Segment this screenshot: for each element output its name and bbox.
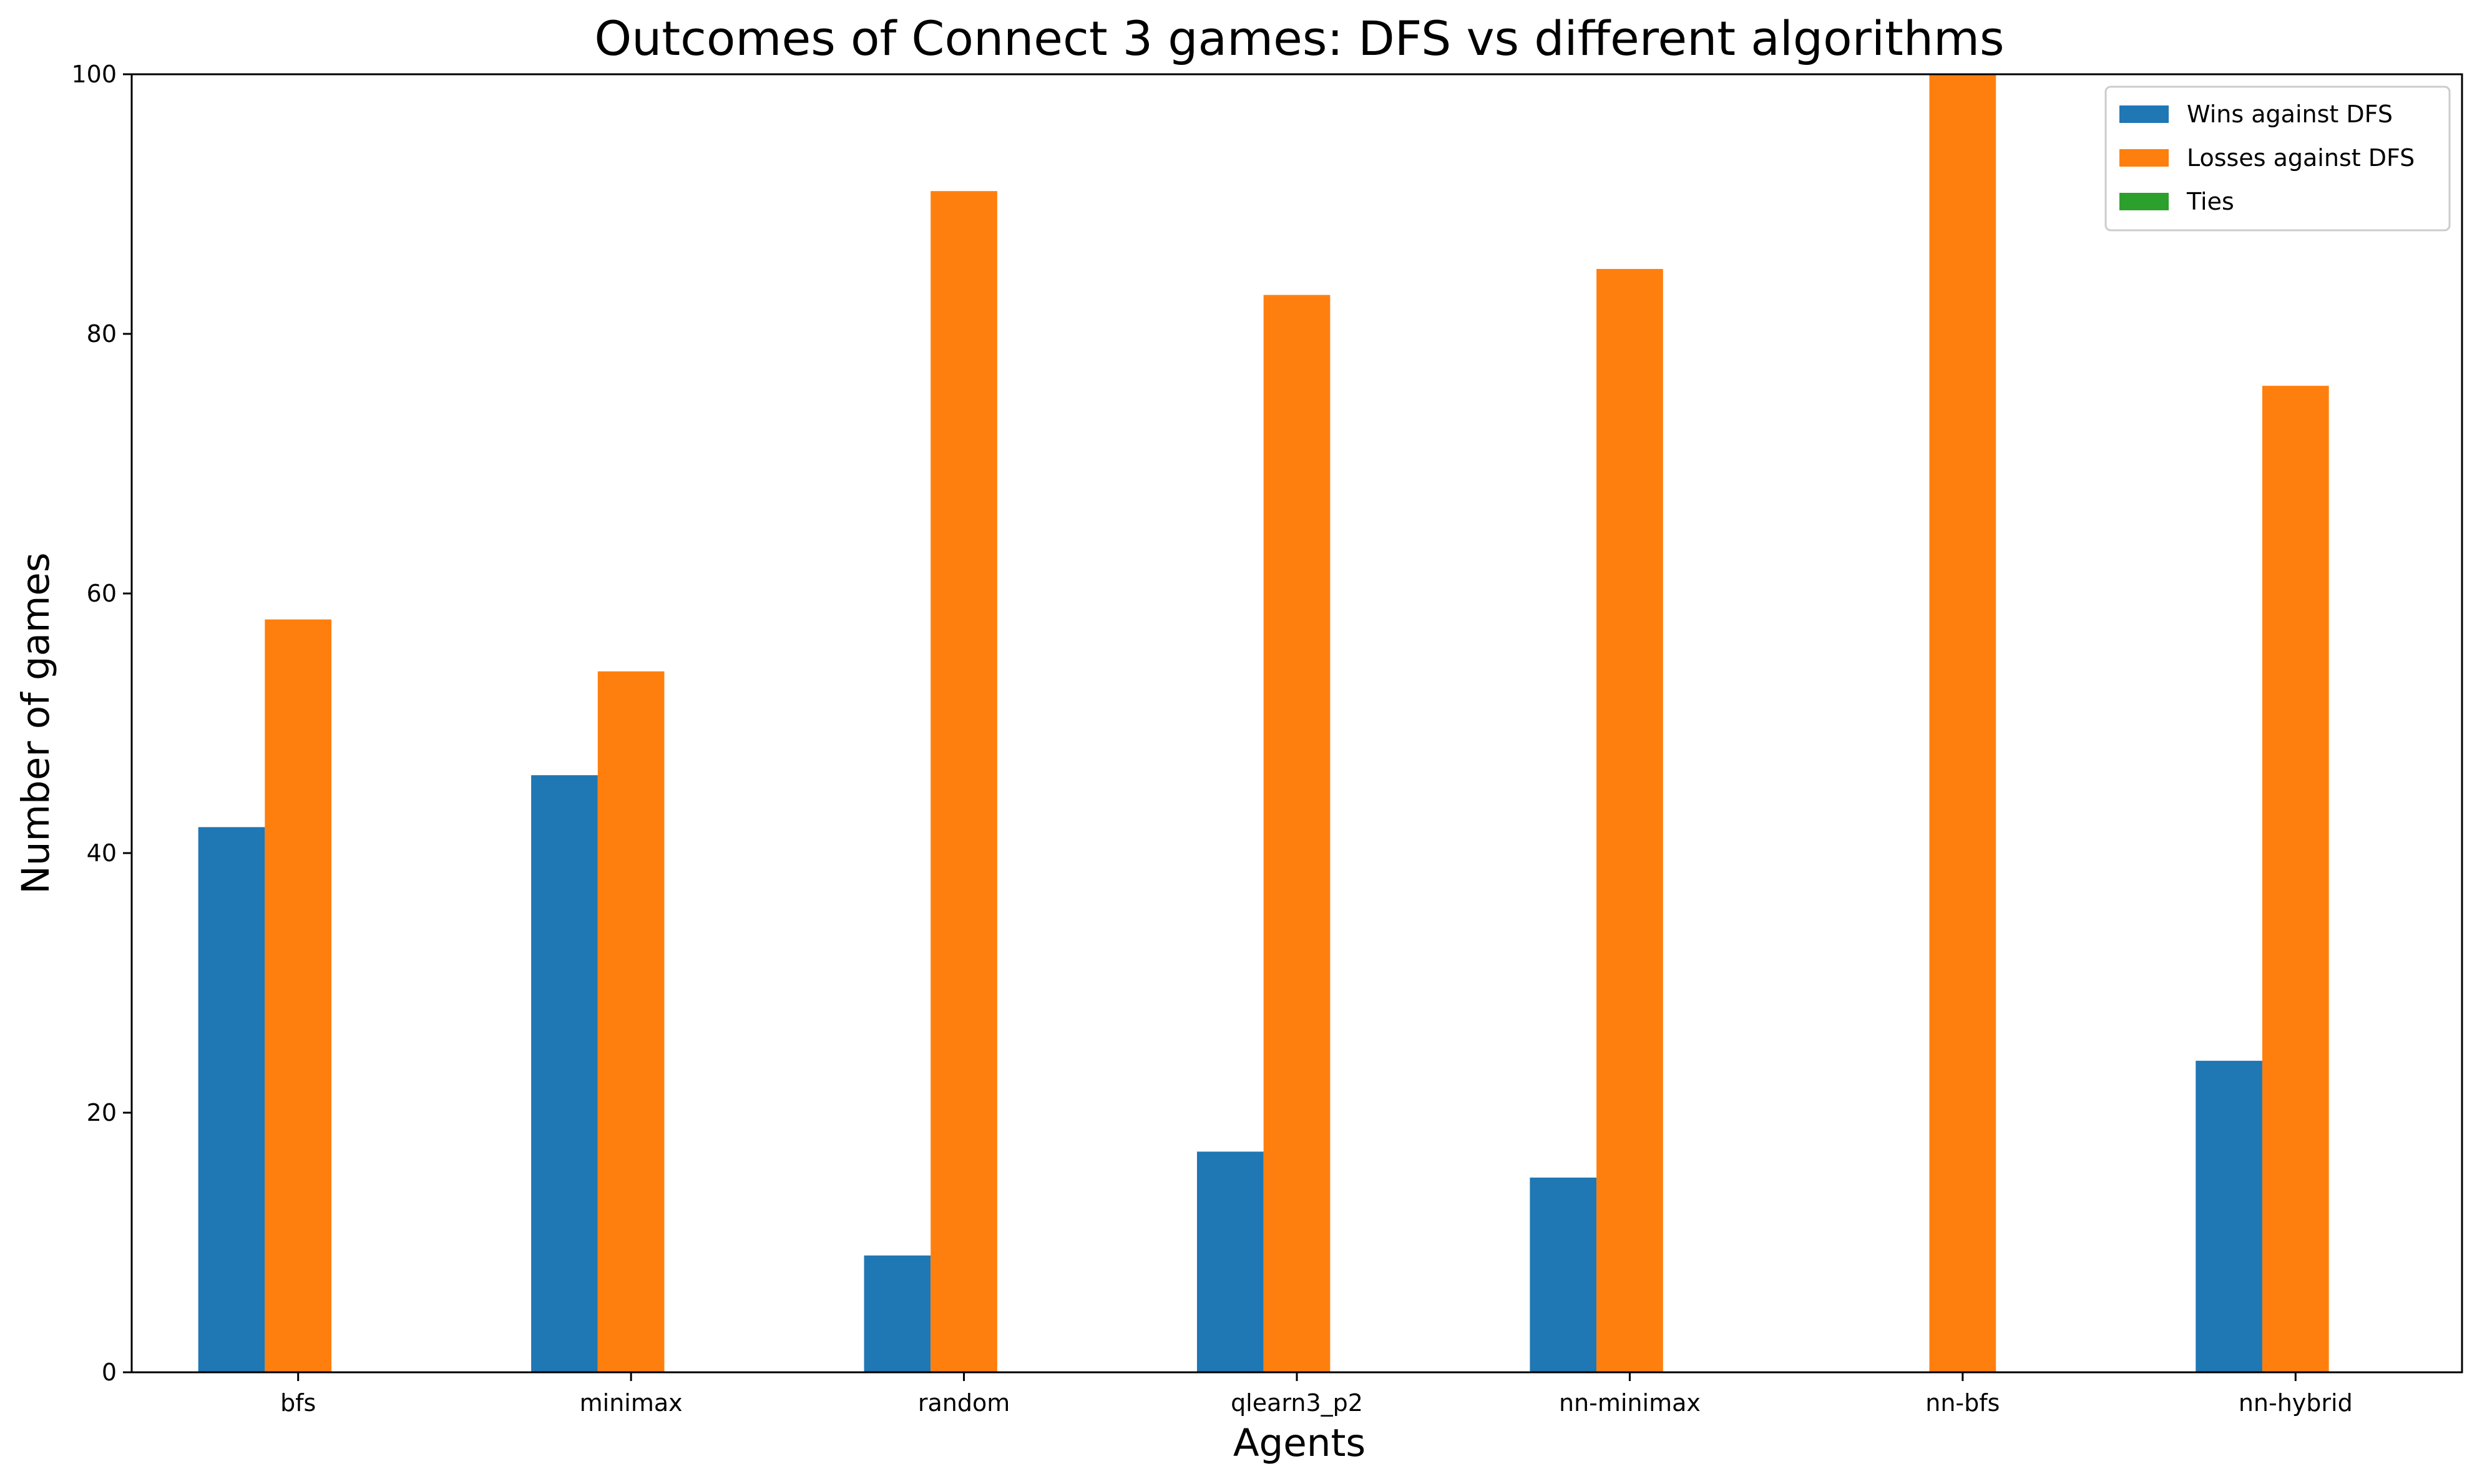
plot-frame: [130, 73, 2463, 1374]
bar-bfs-losses-against-dfs: [265, 619, 332, 1372]
legend-swatch: [2119, 105, 2169, 123]
x-axis-label: Agents: [1233, 1421, 1366, 1465]
legend-swatch: [2119, 193, 2169, 210]
y-axis-label: Number of games: [14, 552, 58, 894]
y-tick-label: 20: [87, 1099, 117, 1126]
y-tick-label: 80: [87, 320, 117, 348]
bar-nn-bfs-losses-against-dfs: [1929, 74, 1996, 1372]
legend-frame: [2104, 85, 2451, 232]
legend: Wins against DFS Losses against DFS Ties: [2104, 85, 2451, 232]
bar-nn-hybrid-wins-against-dfs: [2196, 1060, 2262, 1372]
bar-nn-minimax-wins-against-dfs: [1530, 1178, 1597, 1372]
bar-minimax-losses-against-dfs: [597, 671, 665, 1372]
y-axis-ticks: 0 20 40 60 80 100: [71, 61, 132, 1386]
bar-qlearn3_p2-losses-against-dfs: [1263, 295, 1331, 1373]
y-tick-label: 100: [71, 61, 117, 88]
x-tick-label: nn-hybrid: [2239, 1389, 2353, 1417]
bar-qlearn3_p2-wins-against-dfs: [1196, 1151, 1264, 1372]
bar-random-wins-against-dfs: [864, 1255, 931, 1372]
x-tick-label: minimax: [580, 1389, 683, 1417]
bar-nn-hybrid-losses-against-dfs: [2262, 386, 2329, 1373]
x-tick-label: qlearn3_p2: [1231, 1389, 1363, 1417]
bar-nn-minimax-losses-against-dfs: [1596, 269, 1663, 1372]
legend-entry: Wins against DFS: [2187, 100, 2393, 128]
legend-entry: Losses against DFS: [2187, 144, 2415, 172]
y-tick-label: 60: [87, 580, 117, 607]
legend-entry: Ties: [2186, 188, 2234, 215]
x-tick-label: random: [918, 1389, 1010, 1417]
bar-minimax-wins-against-dfs: [531, 775, 598, 1372]
x-axis-ticks: bfs minimax random qlearn3_p2 nn-minimax nn-b…: [280, 1372, 2353, 1417]
y-tick-label: 40: [87, 839, 117, 867]
bar-random-losses-against-dfs: [931, 191, 997, 1373]
bar-bfs-wins-against-dfs: [198, 827, 265, 1372]
chart-title: Outcomes of Connect 3 games: DFS vs diff…: [594, 11, 2004, 66]
x-tick-label: nn-bfs: [1925, 1389, 2000, 1417]
legend-swatch: [2119, 149, 2169, 167]
x-tick-label: nn-minimax: [1559, 1389, 1701, 1417]
y-tick-label: 0: [102, 1359, 117, 1386]
bars-group: [198, 74, 2329, 1373]
x-tick-label: bfs: [280, 1389, 316, 1417]
